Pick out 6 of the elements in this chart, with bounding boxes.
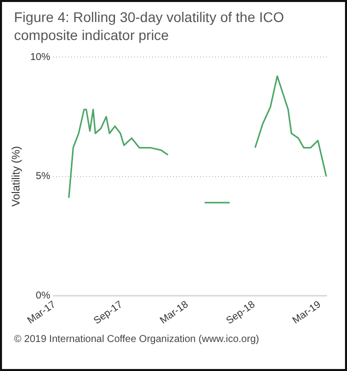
y-tick-label: 10% bbox=[30, 52, 50, 63]
y-axis-title: Volatility (%) bbox=[10, 146, 23, 207]
y-tick-label: 5% bbox=[36, 171, 50, 182]
chart-title: Figure 4: Rolling 30-day volatility of the ICO composite indicator price bbox=[13, 8, 286, 44]
text: © 2019 International Coffee Organization (www.ico.org) bbox=[13, 334, 260, 345]
y-tick-label: 0% bbox=[36, 290, 50, 302]
